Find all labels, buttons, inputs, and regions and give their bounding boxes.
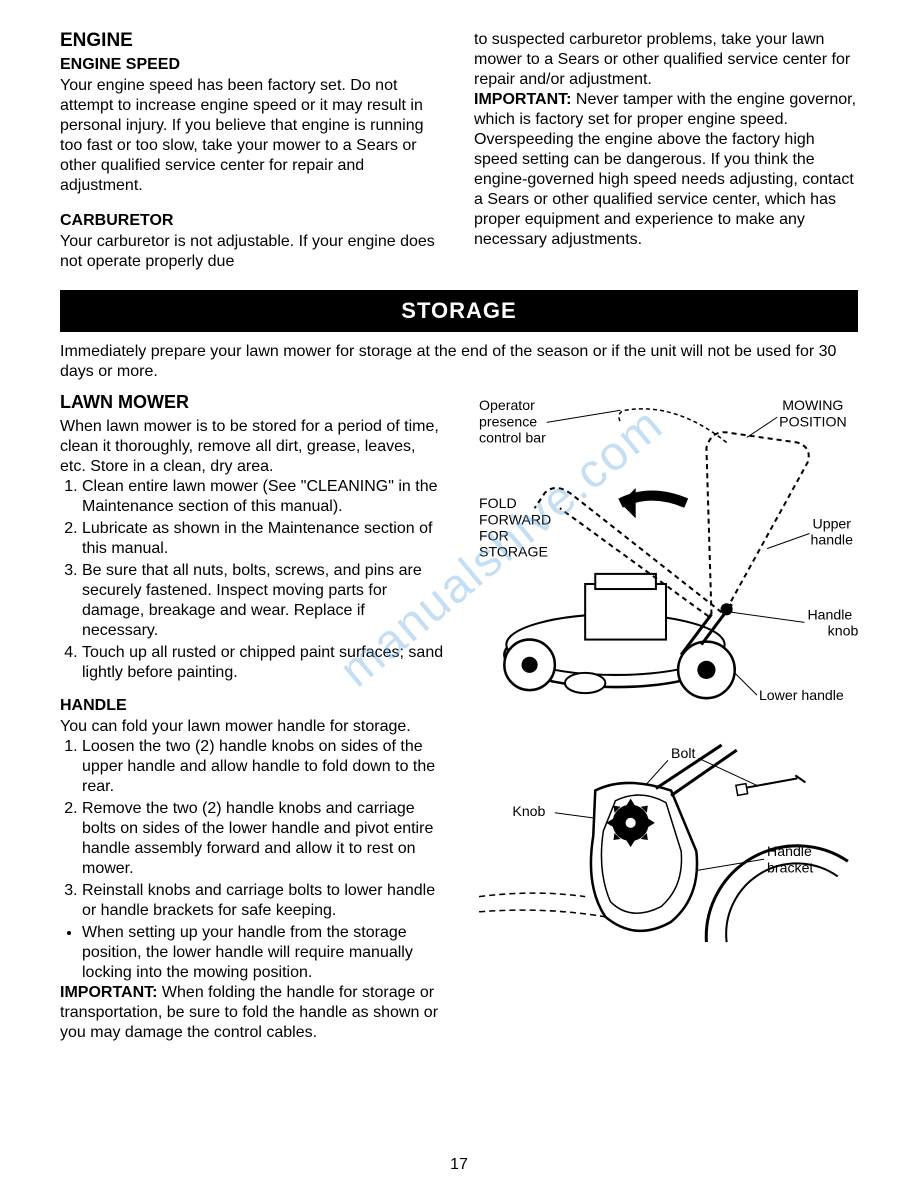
- engine-heading: ENGINE: [60, 30, 444, 52]
- knob-label2: knob: [828, 623, 858, 639]
- mowing-label2: POSITION: [779, 413, 847, 429]
- important-text: Never tamper with the engine governor, w…: [474, 91, 856, 248]
- storage-section: LAWN MOWER When lawn mower is to be stor…: [60, 392, 858, 1043]
- list-item: Be sure that all nuts, bolts, screws, an…: [82, 561, 444, 641]
- list-item: Remove the two (2) handle knobs and carr…: [82, 799, 444, 879]
- handle-steps-list: Loosen the two (2) handle knobs on sides…: [60, 737, 444, 921]
- upper-label: Upper: [813, 515, 852, 531]
- list-item: Lubricate as shown in the Maintenance se…: [82, 519, 444, 559]
- list-item: Touch up all rusted or chipped paint sur…: [82, 643, 444, 683]
- fold-label: FOLD: [479, 495, 517, 511]
- fold-label3: FOR: [479, 528, 509, 544]
- fold-label4: STORAGE: [479, 544, 548, 560]
- mowing-label: MOWING: [782, 397, 843, 413]
- lawn-mower-heading: LAWN MOWER: [60, 392, 444, 413]
- engine-speed-heading: ENGINE SPEED: [60, 56, 444, 74]
- handle-important-label: IMPORTANT:: [60, 984, 157, 1001]
- engine-right-col: to suspected carburetor problems, take y…: [474, 30, 858, 272]
- mower-diagram: Operator presence control bar MOWING POS…: [474, 392, 858, 725]
- handle-text: You can fold your lawn mower handle for …: [60, 717, 444, 737]
- engine-section: ENGINE ENGINE SPEED Your engine speed ha…: [60, 30, 858, 272]
- handle-important: IMPORTANT: When folding the handle for s…: [60, 983, 444, 1043]
- carburetor-text: Your carburetor is not adjustable. If yo…: [60, 232, 444, 272]
- list-item: Clean entire lawn mower (See "CLEANING" …: [82, 477, 444, 517]
- bracket-diagram: Bolt Knob Handle bracket: [474, 740, 858, 952]
- storage-left-col: LAWN MOWER When lawn mower is to be stor…: [60, 392, 444, 1043]
- handle-heading: HANDLE: [60, 697, 444, 715]
- page-number: 17: [450, 1156, 468, 1174]
- storage-right-col: Operator presence control bar MOWING POS…: [474, 392, 858, 1043]
- upper-label2: handle: [811, 532, 854, 548]
- bolt-label: Bolt: [671, 746, 695, 762]
- storage-banner: STORAGE: [60, 290, 858, 332]
- engine-speed-text: Your engine speed has been factory set. …: [60, 76, 444, 196]
- lawn-mower-text: When lawn mower is to be stored for a pe…: [60, 417, 444, 477]
- important-label: IMPORTANT:: [474, 91, 571, 108]
- operator-label2: presence: [479, 413, 537, 429]
- storage-intro: Immediately prepare your lawn mower for …: [60, 342, 858, 382]
- engine-left-col: ENGINE ENGINE SPEED Your engine speed ha…: [60, 30, 444, 272]
- fold-label2: FORWARD: [479, 511, 551, 527]
- carburetor-heading: CARBURETOR: [60, 212, 444, 230]
- operator-label3: control bar: [479, 430, 546, 446]
- operator-label: Operator: [479, 397, 535, 413]
- lower-label: Lower handle: [759, 687, 844, 703]
- list-item: Loosen the two (2) handle knobs on sides…: [82, 737, 444, 797]
- lawn-steps-list: Clean entire lawn mower (See "CLEANING" …: [60, 477, 444, 683]
- engine-important: IMPORTANT: Never tamper with the engine …: [474, 90, 858, 250]
- carburetor-cont-text: to suspected carburetor problems, take y…: [474, 30, 858, 90]
- handle-bullet-list: When setting up your handle from the sto…: [60, 923, 444, 983]
- list-item: Reinstall knobs and carriage bolts to lo…: [82, 881, 444, 921]
- list-item: When setting up your handle from the sto…: [82, 923, 444, 983]
- knob-label: Handle: [807, 606, 852, 622]
- knob2-label: Knob: [512, 803, 545, 819]
